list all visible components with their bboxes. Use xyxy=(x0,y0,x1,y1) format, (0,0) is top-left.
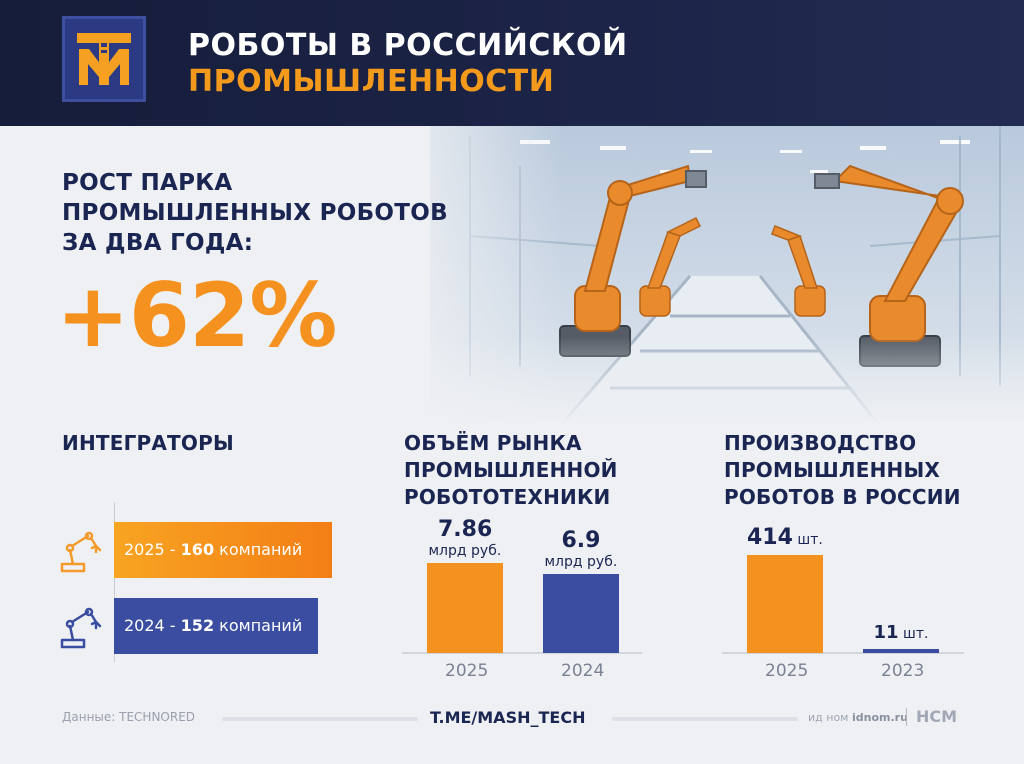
header-banner: РОБОТЫ В РОССИЙСКОЙ ПРОМЫШЛЕННОСТИ xyxy=(0,0,1024,126)
hero-title-line2: ПРОМЫШЛЕННЫХ РОБОТОВ xyxy=(62,200,448,226)
factory-illustration xyxy=(0,126,1024,426)
market-unit-2025: млрд руб. xyxy=(428,543,502,559)
market-value-2024: 6.9 xyxy=(561,528,601,553)
production-title-line3: РОБОТОВ В РОССИИ xyxy=(724,485,961,509)
hero-growth-value: +62% xyxy=(56,264,337,367)
integrators-count-2025: 160 xyxy=(180,540,215,559)
market-bar-2024 xyxy=(543,574,619,653)
integrators-count-2024: 152 xyxy=(180,616,215,635)
integrators-bar-2024 xyxy=(114,598,318,654)
integrators-year-2025: 2025 xyxy=(124,540,165,559)
integrators-label-2024: 2024 - 152 компаний xyxy=(124,616,303,635)
production-title-line1: ПРОИЗВОДСТВО xyxy=(724,431,917,455)
robot-arm-icon xyxy=(60,607,102,649)
robot-arm-icon xyxy=(60,531,102,573)
production-value-2025: 414 шт. xyxy=(747,525,823,550)
page-title-line2: ПРОМЫШЛЕННОСТИ xyxy=(188,64,555,99)
production-bar-2025 xyxy=(747,555,823,653)
production-category-2025: 2025 xyxy=(765,661,809,681)
market-value-2025: 7.86 xyxy=(438,517,493,542)
production-bar-2023 xyxy=(863,649,939,653)
brand-logo: НСМ xyxy=(916,707,958,726)
integrators-label-2025: 2025 - 160 компаний xyxy=(124,540,303,559)
integrators-axis xyxy=(114,502,115,662)
hero-title-line3: ЗА ДВА ГОДА: xyxy=(62,230,254,256)
logo-tm-icon xyxy=(62,16,146,102)
market-title-line1: ОБЪЁМ РЫНКА xyxy=(404,431,582,455)
market-title-line3: РОБОТОТЕХНИКИ xyxy=(404,485,611,509)
production-title-line2: ПРОМЫШЛЕННЫХ xyxy=(724,458,941,482)
integrators-year-2024: 2024 xyxy=(124,616,165,635)
data-source: Данные: TECHNORED xyxy=(62,710,196,724)
production-category-2023: 2023 xyxy=(881,661,925,681)
hero-title-line1: РОСТ ПАРКА xyxy=(62,170,233,196)
market-unit-2024: млрд руб. xyxy=(544,554,618,570)
market-bar-2025 xyxy=(427,563,503,653)
market-category-2024: 2024 xyxy=(561,661,605,681)
market-category-2025: 2025 xyxy=(445,661,489,681)
footer-divider-right xyxy=(612,717,798,721)
production-value-2023: 11 шт. xyxy=(873,622,929,643)
footer-divider-left xyxy=(222,717,418,721)
footer-separator xyxy=(906,708,907,726)
channel-link[interactable]: T.ME/MASH_TECH xyxy=(430,708,586,727)
integrators-bar-2025 xyxy=(114,522,332,578)
integrators-title: ИНТЕГРАТОРЫ xyxy=(62,431,234,455)
market-title-line2: ПРОМЫШЛЕННОЙ xyxy=(404,458,618,482)
idnom-credit: ид ном idnom.ru xyxy=(808,711,908,724)
page-title-line1: РОБОТЫ В РОССИЙСКОЙ xyxy=(188,28,628,63)
